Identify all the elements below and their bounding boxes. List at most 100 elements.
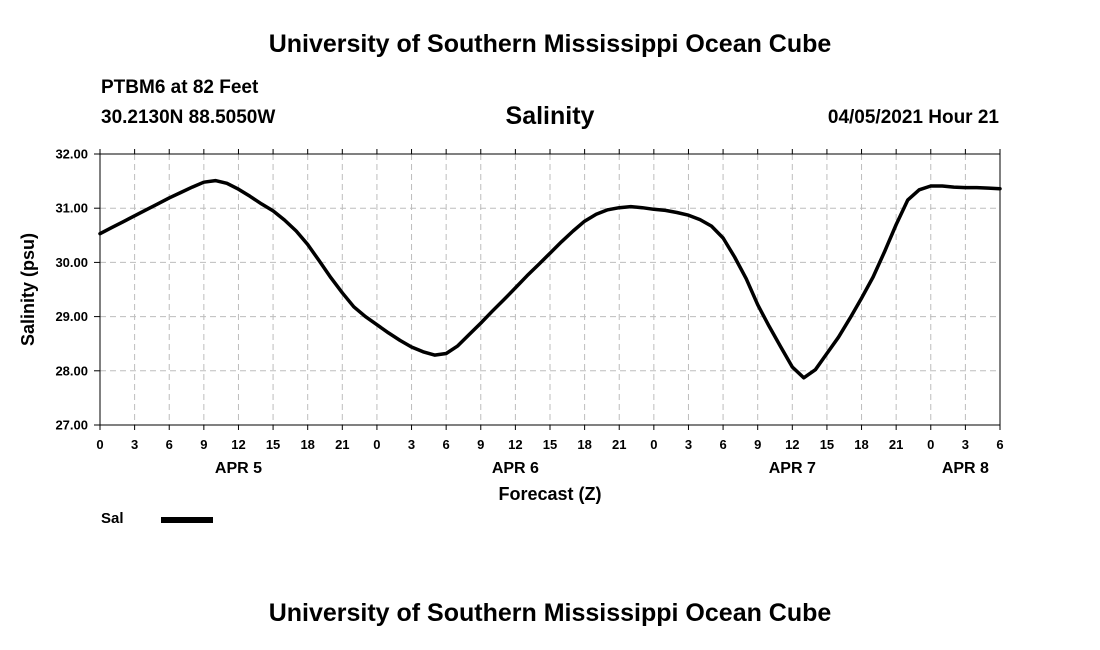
legend-label: Sal — [101, 510, 124, 527]
series-layer — [98, 178, 1002, 380]
x-tick-label: 6 — [719, 437, 726, 452]
data-point — [906, 198, 909, 202]
data-point — [260, 202, 263, 206]
data-point — [352, 305, 356, 309]
x-axis-title: Forecast (Z) — [498, 484, 601, 504]
data-point — [98, 232, 102, 235]
data-point — [560, 240, 563, 244]
data-point — [341, 291, 344, 294]
chart-title: Salinity — [505, 102, 595, 130]
x-tick-label: 15 — [820, 437, 834, 452]
data-point — [571, 229, 575, 233]
data-point — [779, 345, 782, 349]
data-point — [525, 274, 529, 278]
x-tick-label: 6 — [996, 437, 1003, 452]
data-point — [133, 214, 136, 217]
day-label: APR 5 — [215, 460, 262, 477]
data-point — [710, 224, 713, 228]
data-point — [825, 352, 829, 355]
data-point — [398, 339, 402, 342]
data-point — [202, 180, 206, 184]
data-point — [410, 345, 413, 349]
data-point — [191, 185, 194, 189]
x-tick-label: 18 — [577, 437, 591, 452]
data-point — [248, 195, 252, 198]
data-point — [883, 250, 886, 253]
data-point — [814, 368, 817, 371]
data-point — [721, 236, 725, 240]
data-point — [848, 317, 852, 320]
data-point — [733, 255, 736, 259]
y-tick-label: 31.00 — [55, 201, 88, 216]
day-label: APR 8 — [942, 460, 989, 477]
page-title: University of Southern Mississippi Ocean… — [268, 30, 832, 58]
x-tick-label: 0 — [650, 437, 657, 452]
data-point — [110, 226, 113, 229]
day-label: APR 7 — [769, 460, 816, 477]
data-point — [652, 208, 656, 211]
footer-title: University of Southern Mississippi Ocean… — [268, 599, 832, 627]
data-point — [456, 344, 459, 348]
y-tick-label: 29.00 — [55, 309, 88, 324]
x-tick-label: 18 — [854, 437, 868, 452]
data-point — [698, 218, 702, 221]
data-point — [214, 179, 217, 182]
data-point — [837, 335, 840, 339]
x-tick-label: 9 — [200, 437, 207, 452]
x-tick-label: 12 — [785, 437, 799, 452]
data-point — [952, 185, 956, 189]
y-axis-title: Salinity (psu) — [18, 233, 38, 346]
station-label: PTBM6 at 82 Feet — [101, 77, 259, 98]
data-point — [548, 251, 552, 255]
axis-ticks — [94, 149, 1001, 430]
y-tick-label: 27.00 — [55, 418, 88, 433]
data-point — [283, 218, 286, 222]
data-point — [791, 365, 794, 369]
data-point — [271, 209, 275, 213]
data-point — [675, 211, 679, 214]
data-point — [860, 296, 863, 300]
x-tick-label: 6 — [166, 437, 173, 452]
x-tick-label: 0 — [927, 437, 934, 452]
data-point — [364, 315, 367, 318]
y-tick-label: 28.00 — [55, 363, 88, 378]
data-point — [387, 331, 390, 335]
data-point — [168, 196, 171, 200]
x-tick-label: 15 — [543, 437, 557, 452]
data-point — [941, 184, 944, 188]
data-point — [318, 259, 321, 262]
data-point — [121, 220, 125, 223]
data-point — [156, 202, 159, 206]
y-tick-label: 30.00 — [55, 255, 88, 270]
data-point — [237, 188, 240, 191]
day-label: APR 6 — [492, 460, 539, 477]
legend-swatch — [161, 517, 213, 523]
data-point — [179, 191, 182, 194]
data-point — [629, 205, 632, 208]
data-point — [929, 184, 932, 188]
data-point — [998, 187, 1002, 190]
data-point — [606, 208, 609, 212]
data-point — [514, 286, 517, 290]
x-tick-label: 15 — [266, 437, 280, 452]
x-tick-label: 18 — [300, 437, 314, 452]
data-point — [502, 298, 506, 301]
data-point — [421, 350, 425, 354]
x-tick-label: 12 — [508, 437, 522, 452]
data-point — [329, 276, 332, 279]
x-tick-label: 0 — [373, 437, 380, 452]
data-point — [491, 309, 494, 313]
data-point — [641, 206, 644, 209]
data-point — [756, 303, 759, 306]
forecast-datetime: 04/05/2021 Hour 21 — [827, 107, 999, 128]
data-point — [444, 352, 448, 355]
x-tick-label: 3 — [131, 437, 138, 452]
data-point — [306, 243, 309, 246]
x-tick-label: 0 — [96, 437, 103, 452]
x-tick-label: 21 — [335, 437, 349, 452]
data-point — [975, 186, 979, 189]
data-point — [479, 321, 482, 325]
data-point — [294, 229, 298, 233]
data-point — [871, 275, 875, 279]
